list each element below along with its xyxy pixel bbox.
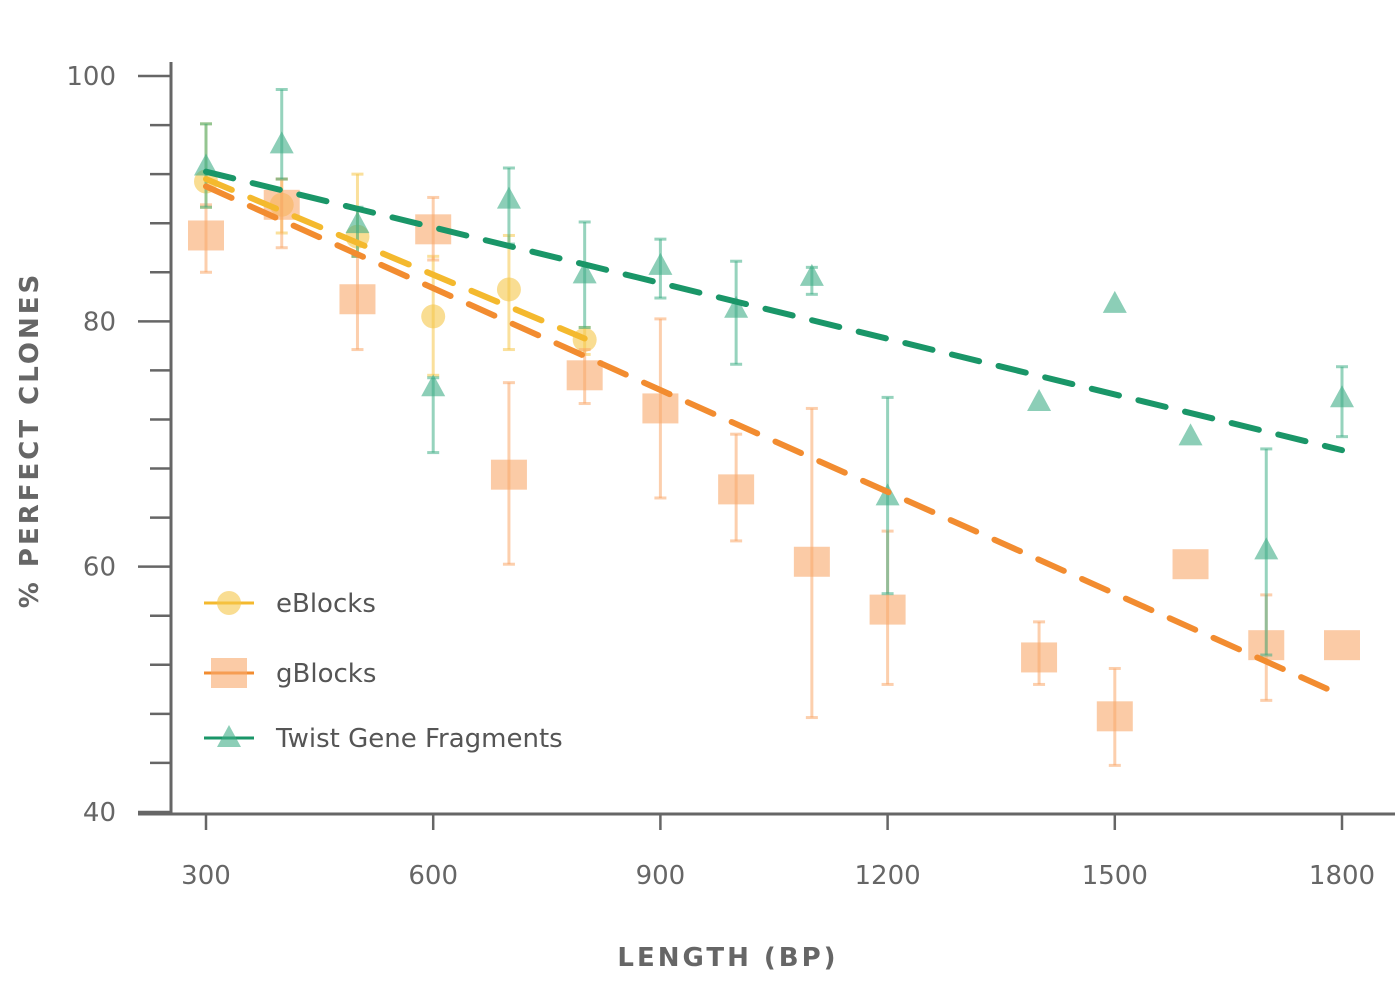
y-tick-label: 100	[66, 62, 116, 92]
triangle-marker	[194, 153, 218, 176]
circle-marker	[217, 591, 241, 615]
square-marker	[490, 459, 527, 490]
x-tick-label: 1200	[855, 861, 921, 891]
triangle-marker	[648, 252, 673, 275]
trend-line	[203, 176, 588, 342]
series-triangle	[194, 87, 1354, 657]
x-tick-label: 900	[636, 861, 686, 891]
triangle-marker	[572, 261, 597, 284]
trend-line	[203, 183, 1345, 699]
circle-marker	[496, 277, 521, 302]
y-tick-label: 40	[83, 798, 116, 828]
legend-item: eBlocks	[204, 589, 376, 619]
legend-label: Twist Gene Fragments	[275, 724, 563, 754]
legend-label: eBlocks	[276, 589, 376, 619]
square-marker	[566, 360, 603, 391]
square-marker	[211, 658, 247, 688]
triangle-marker	[421, 374, 446, 397]
x-tick-label: 1800	[1309, 861, 1375, 891]
triangle-marker	[1102, 290, 1127, 313]
triangle-marker	[724, 295, 749, 318]
y-tick-label: 60	[83, 553, 116, 583]
triangle-marker	[269, 131, 294, 154]
triangle-marker	[1330, 385, 1354, 408]
square-marker	[869, 594, 906, 625]
square-marker	[339, 284, 376, 315]
square-marker	[793, 546, 830, 577]
triangle-marker	[496, 186, 521, 209]
triangle-marker	[799, 263, 824, 286]
trend-line	[203, 168, 1345, 454]
triangle-marker	[1027, 388, 1052, 411]
square-marker	[718, 474, 755, 505]
legend-item: gBlocks	[204, 658, 376, 689]
y-axis-label: % PERFECT CLONES	[15, 272, 45, 608]
x-tick-label: 300	[181, 861, 231, 891]
triangle-marker	[1254, 537, 1279, 560]
legend-label: gBlocks	[276, 659, 376, 689]
triangle-marker	[1178, 423, 1203, 446]
square-marker	[642, 393, 679, 424]
legend: eBlocks gBlocks Twist Gene Fragments	[204, 589, 563, 754]
triangle-marker	[345, 211, 370, 234]
square-marker	[188, 220, 224, 251]
x-tick-label: 600	[408, 861, 458, 891]
square-marker	[1021, 642, 1058, 673]
x-axis-label: LENGTH (BP)	[617, 943, 838, 973]
circle-marker	[421, 304, 446, 329]
x-tick-label: 1500	[1082, 861, 1148, 891]
plot-area	[188, 87, 1360, 767]
square-marker	[1096, 701, 1133, 732]
axes: 40 60 80 100 300 600 900 1200 1500 1800	[66, 62, 1395, 891]
square-marker	[1172, 549, 1209, 580]
y-tick-label: 80	[83, 307, 116, 337]
triangle-marker	[217, 725, 241, 747]
legend-item: Twist Gene Fragments	[204, 724, 563, 754]
square-marker	[1324, 630, 1360, 661]
